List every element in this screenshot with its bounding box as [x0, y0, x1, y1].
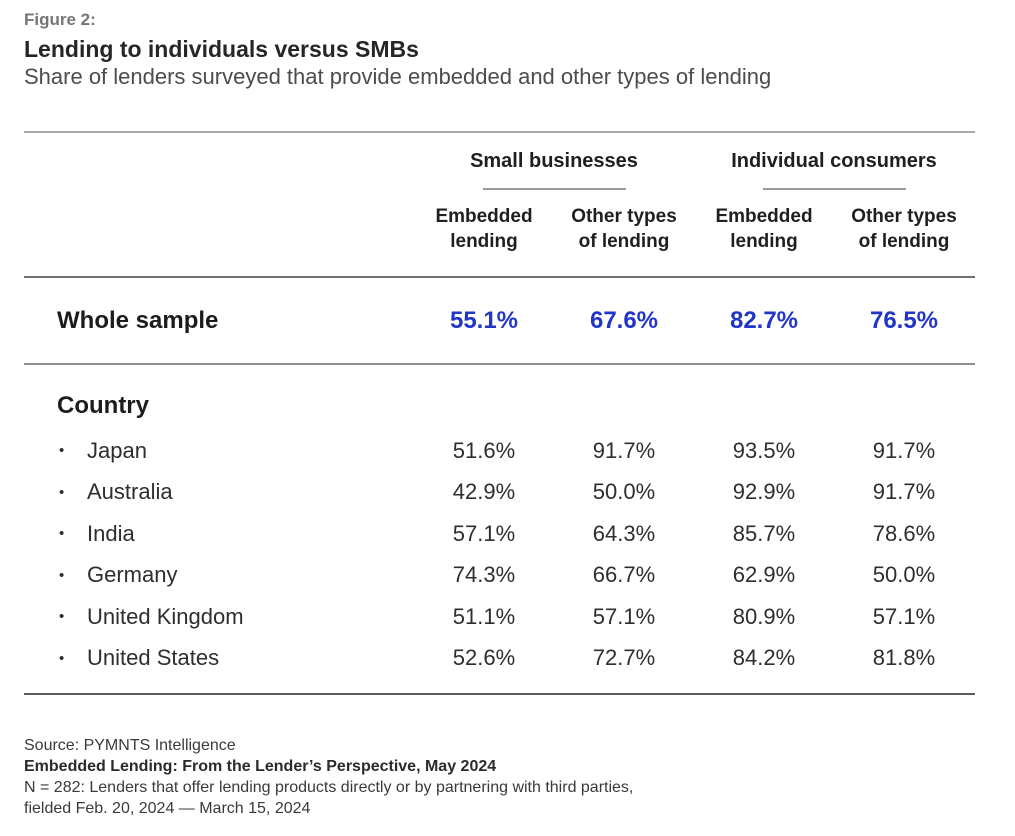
row-label: • Australia [24, 479, 414, 505]
row-value: 50.0% [872, 562, 936, 588]
group-underline [762, 188, 906, 190]
group-header-small-businesses: Small businesses [414, 149, 694, 190]
footer-note-line1: N = 282: Lenders that offer lending prod… [24, 779, 634, 796]
table-row-united-states: • United States 52.6% 72.7% 84.2% 81.8% [24, 638, 975, 680]
divider-top [24, 131, 975, 133]
country-name: India [87, 520, 135, 546]
group-label: Individual consumers [731, 150, 937, 172]
country-name: Australia [87, 479, 173, 505]
bullet-icon: • [59, 649, 65, 667]
column-header-ic-other: Other types of lending [851, 206, 957, 252]
row-value: 81.8% [872, 645, 936, 671]
row-value: 50.0% [592, 479, 656, 505]
country-section-label: Country [57, 392, 149, 419]
row-value: 72.7% [592, 645, 656, 671]
row-value: 52.6% [452, 645, 516, 671]
group-underline [482, 188, 626, 190]
row-value: 92.9% [732, 479, 796, 505]
row-value: 62.9% [732, 562, 796, 588]
bullet-icon: • [59, 525, 65, 543]
whole-sample-value: 76.5% [869, 306, 939, 334]
footer-note-line2: fielded Feb. 20, 2024 — March 15, 2024 [24, 800, 311, 817]
column-header-row: Embedded lending Other types of lending … [24, 204, 975, 254]
row-value: 84.2% [732, 645, 796, 671]
row-value: 91.7% [592, 437, 656, 463]
bullet-icon: • [59, 608, 65, 626]
whole-sample-row: Whole sample 55.1% 67.6% 82.7% 76.5% [24, 278, 975, 363]
whole-sample-label: Whole sample [57, 306, 219, 334]
row-label: • United Kingdom [24, 604, 414, 630]
figure-label: Figure 2: [24, 10, 96, 29]
column-header-sb-embedded: Embedded lending [435, 206, 533, 252]
table-row-india: • India 57.1% 64.3% 85.7% 78.6% [24, 513, 975, 555]
bullet-icon: • [59, 442, 65, 460]
row-value: 51.1% [452, 603, 516, 629]
row-label: • Japan [24, 438, 414, 464]
row-value: 51.6% [452, 437, 516, 463]
country-name: Germany [87, 562, 178, 588]
whole-sample-value: 55.1% [449, 306, 519, 334]
row-value: 80.9% [732, 603, 796, 629]
footer-report-title: Embedded Lending: From the Lender’s Pers… [24, 758, 497, 775]
divider-bottom [24, 693, 975, 695]
figure-title: Lending to individuals versus SMBs [24, 36, 419, 62]
row-value: 57.1% [592, 603, 656, 629]
country-name: United Kingdom [87, 603, 244, 629]
table-row-germany: • Germany 74.3% 66.7% 62.9% 50.0% [24, 555, 975, 597]
row-value: 78.6% [872, 520, 936, 546]
row-label: • United States [24, 645, 414, 671]
column-header-sb-other: Other types of lending [571, 206, 677, 252]
row-value: 57.1% [872, 603, 936, 629]
table-row-japan: • Japan 51.6% 91.7% 93.5% 91.7% [24, 430, 975, 472]
row-value: 57.1% [452, 520, 516, 546]
row-label: • India [24, 521, 414, 547]
bullet-icon: • [59, 483, 65, 501]
row-value: 91.7% [872, 479, 936, 505]
table-row-united-kingdom: • United Kingdom 51.1% 57.1% 80.9% 57.1% [24, 596, 975, 638]
whole-sample-value: 82.7% [729, 306, 799, 334]
bullet-icon: • [59, 566, 65, 584]
footer: Source: PYMNTS Intelligence Embedded Len… [24, 735, 975, 819]
group-header-individual-consumers: Individual consumers [694, 149, 974, 190]
group-header-row: Small businesses Individual consumers [24, 149, 975, 190]
table-row-australia: • Australia 42.9% 50.0% 92.9% 91.7% [24, 472, 975, 514]
divider-header [24, 276, 975, 278]
whole-sample-value: 67.6% [589, 306, 659, 334]
row-label: • Germany [24, 562, 414, 588]
row-value: 91.7% [872, 437, 936, 463]
column-header-ic-embedded: Embedded lending [715, 206, 813, 252]
country-name: Japan [87, 437, 147, 463]
group-label: Small businesses [470, 150, 638, 172]
divider-whole-sample [24, 363, 975, 365]
country-rows: • Japan 51.6% 91.7% 93.5% 91.7% • Austra… [24, 430, 975, 679]
row-value: 66.7% [592, 562, 656, 588]
row-value: 74.3% [452, 562, 516, 588]
country-name: United States [87, 645, 220, 671]
row-value: 42.9% [452, 479, 516, 505]
figure-sheet: Figure 2: Lending to individuals versus … [24, 0, 975, 819]
row-value: 85.7% [732, 520, 796, 546]
figure-subtitle: Share of lenders surveyed that provide e… [24, 64, 772, 89]
row-value: 64.3% [592, 520, 656, 546]
row-value: 93.5% [732, 437, 796, 463]
footer-source: Source: PYMNTS Intelligence [24, 737, 236, 754]
